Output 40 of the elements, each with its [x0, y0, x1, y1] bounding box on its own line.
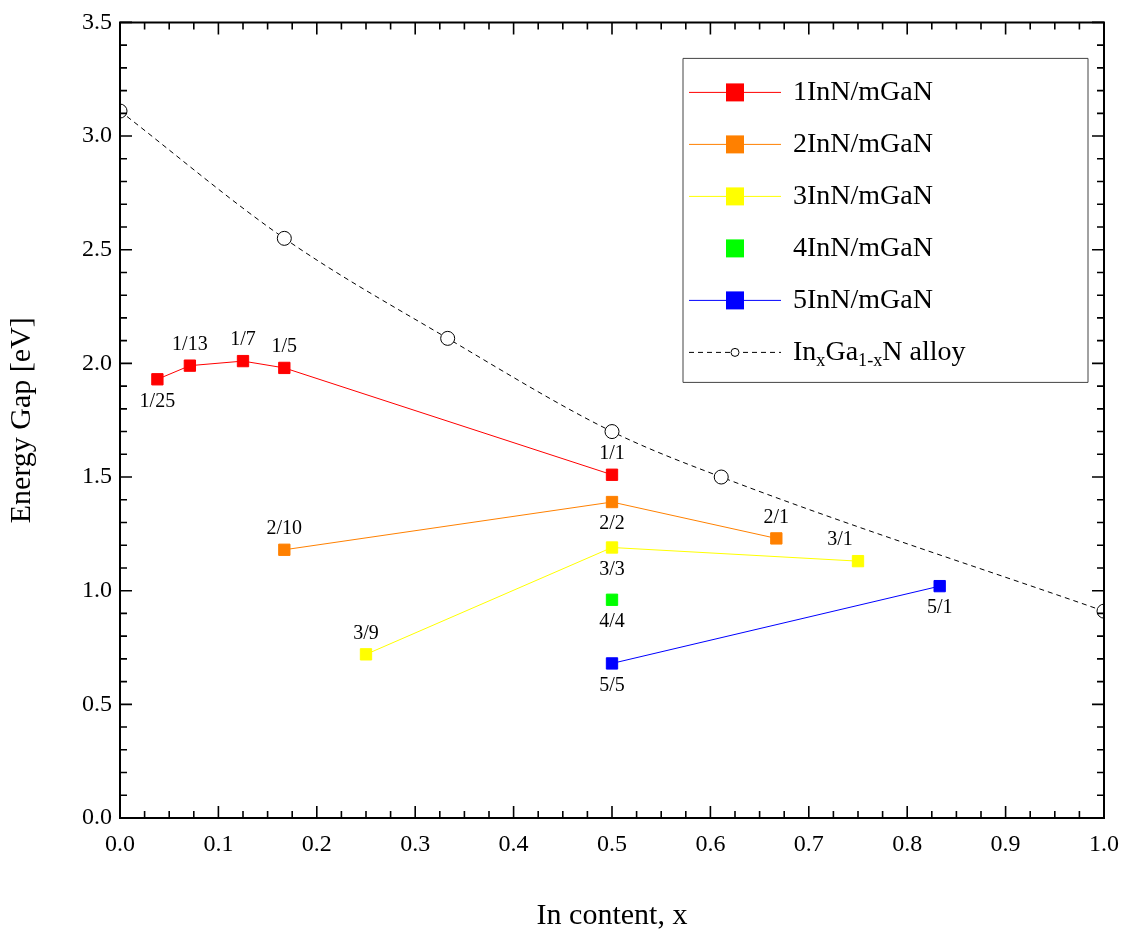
y-tick-label: 0.0: [82, 803, 112, 830]
x-tick-label: 0.3: [400, 829, 431, 856]
annotation: 5/5: [599, 672, 625, 695]
x-tick-label: 0.5: [597, 829, 627, 856]
legend-label: 5InN/mGaN: [793, 282, 933, 314]
annotation: 2/2: [599, 511, 625, 534]
annotation: 5/1: [926, 595, 953, 618]
x-tick-label: 0.1: [203, 829, 234, 856]
annotation: 1/13: [172, 331, 208, 354]
y-tick-label: 2.0: [82, 348, 112, 375]
y-tick-label: 0.5: [82, 689, 112, 716]
y-tick-label: 1.5: [82, 462, 112, 489]
legend-label: 4InN/mGaN: [793, 230, 933, 262]
x-tick-label: 0.8: [892, 829, 923, 856]
annotation: 1/7: [230, 327, 256, 350]
y-tick-label: 2.5: [82, 235, 112, 262]
annotation: 1/1: [599, 441, 625, 464]
x-tick-label: 0.4: [498, 829, 529, 856]
x-tick-label: 0.0: [105, 829, 135, 856]
annotation: 3/1: [827, 527, 853, 550]
annotation: 2/10: [266, 516, 303, 539]
annotation: 2/1: [763, 504, 790, 527]
y-axis-title: Energy Gap [eV]: [2, 317, 36, 524]
x-tick-label: 1.0: [1089, 829, 1119, 856]
annotation: 1/5: [271, 334, 298, 357]
y-tick-label: 1.0: [82, 575, 112, 602]
y-tick-label: 3.0: [82, 121, 112, 148]
x-tick-label: 0.2: [301, 829, 332, 856]
annotation: 3/3: [599, 556, 625, 579]
y-tick-label: 3.5: [82, 7, 112, 34]
x-axis-title: In content, x: [536, 896, 688, 930]
x-tick-label: 0.6: [695, 829, 726, 856]
annotation: 4/4: [599, 609, 625, 632]
legend-label: 2InN/mGaN: [793, 126, 933, 158]
legend-label: 1InN/mGaN: [793, 74, 933, 106]
annotation: 1/25: [139, 388, 176, 411]
annotation: 3/9: [353, 620, 379, 643]
x-tick-label: 0.9: [990, 829, 1021, 856]
x-tick-label: 0.7: [793, 829, 824, 856]
legend-label: 3InN/mGaN: [793, 178, 933, 210]
